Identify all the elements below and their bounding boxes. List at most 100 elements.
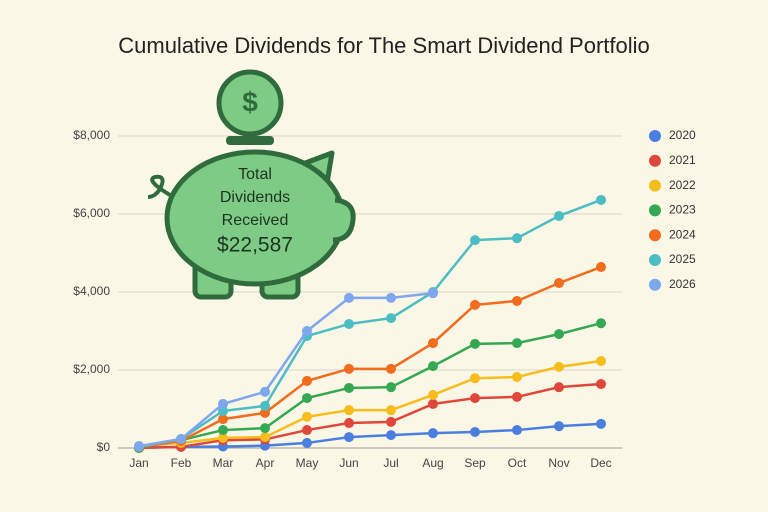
- legend-marker: [649, 179, 661, 192]
- data-point: [176, 434, 186, 445]
- x-tick-label: Mar: [213, 456, 234, 470]
- legend-marker: [649, 154, 661, 167]
- data-point: [512, 391, 522, 402]
- y-tick-label: $0: [97, 440, 111, 454]
- data-point: [512, 372, 522, 383]
- annotation-line: Received: [222, 212, 289, 229]
- legend-marker: [649, 130, 661, 142]
- data-point: [470, 338, 480, 349]
- legend-marker: [649, 229, 661, 242]
- data-point: [596, 262, 606, 273]
- data-point: [344, 432, 354, 443]
- data-point: [470, 393, 480, 404]
- data-point: [596, 318, 606, 329]
- series-line: [138, 198, 602, 449]
- data-point: [218, 405, 228, 416]
- series-line: [138, 382, 602, 450]
- y-tick-label: $4,000: [73, 284, 110, 298]
- data-point: [596, 194, 606, 205]
- data-point: [428, 428, 438, 439]
- legend-label: 2025: [669, 252, 696, 266]
- data-point: [428, 361, 438, 372]
- data-point: [344, 418, 354, 429]
- y-tick-label: $2,000: [73, 362, 110, 376]
- data-point: [554, 210, 564, 221]
- x-tick-label: Jan: [129, 456, 148, 470]
- data-point: [260, 400, 270, 411]
- data-point: [470, 299, 480, 310]
- data-point: [302, 326, 312, 336]
- data-point: [260, 407, 270, 418]
- data-point: [386, 416, 396, 427]
- x-tick-label: Apr: [256, 456, 275, 470]
- data-point: [260, 423, 270, 434]
- x-tick-label: Jun: [339, 456, 358, 470]
- data-point: [302, 437, 312, 448]
- x-tick-label: May: [296, 456, 319, 470]
- series-line: [138, 265, 602, 449]
- data-point: [302, 375, 312, 386]
- legend-label: 2021: [669, 153, 696, 167]
- data-point: [218, 425, 228, 436]
- data-point: [386, 382, 396, 393]
- data-point: [428, 288, 438, 299]
- data-point: [302, 411, 312, 422]
- chart-title: Cumulative Dividends for The Smart Divid…: [118, 33, 650, 58]
- data-point: [386, 292, 396, 303]
- data-point: [470, 427, 480, 438]
- data-point: [302, 393, 312, 404]
- data-point: [260, 432, 270, 443]
- data-point: [512, 338, 522, 349]
- legend-label: 2024: [669, 227, 696, 241]
- x-tick-label: Oct: [508, 456, 527, 470]
- data-point: [554, 361, 564, 372]
- data-point: [470, 373, 480, 384]
- data-point: [260, 386, 270, 397]
- data-point: [554, 329, 564, 340]
- legend-label: 2023: [669, 203, 696, 217]
- data-point: [218, 432, 228, 443]
- legend-label: 2026: [669, 277, 696, 291]
- coin-symbol: $: [242, 86, 258, 117]
- data-point: [512, 233, 522, 244]
- data-point: [344, 405, 354, 416]
- data-point: [344, 318, 354, 329]
- y-tick-label: $6,000: [73, 206, 110, 220]
- plot-area: $0 $2,000 $4,000 $6,000 $8,000 Jan Feb Mar Apr Ma…: [73, 128, 696, 470]
- tail: [147, 174, 172, 199]
- data-point: [596, 356, 606, 367]
- data-point: [386, 313, 396, 324]
- data-point: [554, 278, 564, 289]
- legend-label: 2022: [669, 178, 696, 192]
- data-point: [386, 430, 396, 441]
- data-point: [386, 363, 396, 374]
- x-tick-label: Feb: [171, 456, 192, 470]
- x-tick-label: Aug: [422, 456, 443, 470]
- data-point: [512, 425, 522, 436]
- data-point: [596, 418, 606, 429]
- data-point: [344, 292, 354, 303]
- y-tick-label: $8,000: [73, 128, 110, 142]
- data-point: [386, 405, 396, 416]
- legend-marker: [649, 204, 661, 217]
- data-point: [428, 338, 438, 349]
- data-point: [428, 398, 438, 409]
- data-point: [512, 295, 522, 306]
- data-point: [596, 379, 606, 390]
- data-point: [302, 425, 312, 436]
- data-point: [218, 414, 228, 425]
- x-tick-label: Jul: [383, 456, 398, 470]
- data-point: [218, 398, 228, 409]
- series-line: [138, 321, 602, 450]
- piggy-bank: $ Total Dividends Received $22,587: [147, 69, 356, 300]
- series-line: [138, 422, 602, 449]
- series-line: [138, 291, 434, 448]
- data-point: [470, 235, 480, 246]
- data-point: [428, 389, 438, 400]
- data-point: [554, 382, 564, 393]
- data-point: [344, 382, 354, 393]
- x-tick-label: Dec: [590, 456, 611, 470]
- annotation-value: $22,587: [217, 234, 293, 257]
